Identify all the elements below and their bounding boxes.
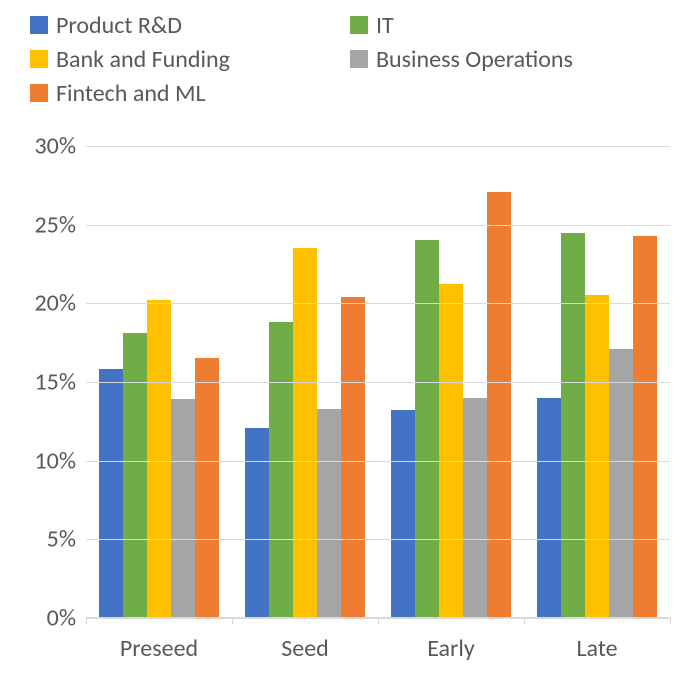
legend-label: Business Operations — [376, 45, 573, 74]
bar — [317, 409, 340, 618]
bar — [415, 240, 438, 618]
bar — [633, 236, 656, 618]
bar — [391, 410, 414, 618]
legend-item: Business Operations — [350, 42, 670, 76]
bar — [439, 284, 462, 618]
y-gridline — [86, 146, 670, 147]
bar — [463, 398, 486, 618]
y-gridline — [86, 303, 670, 304]
x-tick-mark — [670, 618, 671, 624]
y-tick-label: 15% — [12, 368, 76, 397]
x-tick-mark — [86, 618, 87, 624]
y-gridline — [86, 461, 670, 462]
bar — [147, 300, 170, 618]
bar — [99, 369, 122, 618]
legend-label: Bank and Funding — [56, 45, 230, 74]
bar — [123, 333, 146, 618]
legend-swatch-icon — [350, 16, 368, 34]
legend-swatch-icon — [30, 16, 48, 34]
y-tick-label: 10% — [12, 446, 76, 475]
bar — [487, 192, 510, 618]
bar — [561, 233, 584, 618]
y-tick-label: 25% — [12, 210, 76, 239]
x-tick-label: Late — [576, 634, 617, 663]
y-gridline — [86, 225, 670, 226]
y-tick-label: 20% — [12, 289, 76, 318]
y-tick-label: 0% — [12, 604, 76, 633]
bar — [341, 297, 364, 618]
y-tick-label: 30% — [12, 132, 76, 161]
x-tick-mark — [232, 618, 233, 624]
x-tick-label: Seed — [281, 634, 329, 663]
bar — [609, 349, 632, 618]
y-gridline — [86, 382, 670, 383]
legend-label: Fintech and ML — [56, 79, 206, 108]
legend-label: Product R&D — [56, 11, 182, 40]
y-gridline — [86, 539, 670, 540]
chart-legend: Product R&D IT Bank and Funding Business Op… — [30, 8, 670, 110]
x-tick-label: Early — [427, 634, 475, 663]
plot-area — [86, 146, 670, 618]
y-tick-label: 5% — [12, 525, 76, 554]
legend-swatch-icon — [350, 50, 368, 68]
legend-item: Bank and Funding — [30, 42, 350, 76]
bar — [537, 398, 560, 618]
legend-item: IT — [350, 8, 670, 42]
legend-item: Product R&D — [30, 8, 350, 42]
bar — [245, 428, 268, 618]
legend-swatch-icon — [30, 84, 48, 102]
x-tick-mark — [524, 618, 525, 624]
x-tick-mark — [378, 618, 379, 624]
x-tick-label: Preseed — [120, 634, 198, 663]
bar — [171, 399, 194, 618]
bar — [585, 295, 608, 618]
bar — [269, 322, 292, 618]
legend-label: IT — [376, 11, 394, 40]
grouped-bar-chart: Product R&D IT Bank and Funding Business Op… — [0, 0, 685, 690]
legend-item: Fintech and ML — [30, 76, 350, 110]
bar — [195, 358, 218, 618]
legend-swatch-icon — [30, 50, 48, 68]
